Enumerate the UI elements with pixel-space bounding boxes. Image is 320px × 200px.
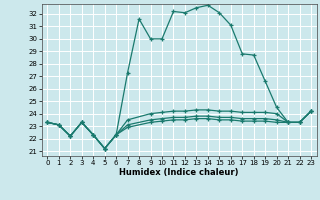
X-axis label: Humidex (Indice chaleur): Humidex (Indice chaleur) — [119, 168, 239, 177]
